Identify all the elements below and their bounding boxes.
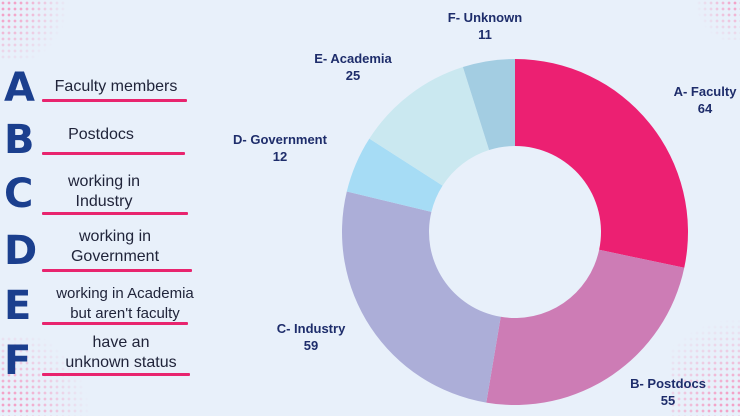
legend-letter: D xyxy=(4,228,38,274)
legend-text: Postdocs xyxy=(68,126,134,143)
slice-label-value: 55 xyxy=(661,393,675,408)
legend-underline xyxy=(42,373,190,376)
legend-letter: B xyxy=(4,117,35,163)
donut-slices xyxy=(341,59,689,405)
slice-c xyxy=(341,191,501,403)
slice-label-name: F- Unknown xyxy=(448,10,522,25)
slice-f xyxy=(462,59,515,150)
slice-label-name: A- Faculty xyxy=(674,84,738,99)
legend-text: working in Academia but aren't faculty xyxy=(56,285,194,322)
legend-letter: C xyxy=(4,171,34,217)
legend-underline xyxy=(42,269,192,272)
legend-text: Faculty members xyxy=(54,78,178,95)
legend-underline xyxy=(42,322,188,325)
slice-labels: A- Faculty 64 B- Postdocs 55 C- Industry 59 D-… xyxy=(233,10,737,408)
slice-label-value: 25 xyxy=(346,68,360,83)
slice-label-value: 12 xyxy=(273,149,287,164)
slice-a xyxy=(515,59,689,268)
slice-label-name: B- Postdocs xyxy=(630,376,706,391)
slice-b xyxy=(486,249,685,405)
legend-letter: E xyxy=(4,283,32,329)
legend-text: working in Industry xyxy=(67,173,141,210)
legend-underline xyxy=(42,99,187,102)
slice-label-name: D- Government xyxy=(233,132,328,147)
slice-label-value: 11 xyxy=(478,27,492,42)
legend-underline xyxy=(42,212,188,215)
slice-d xyxy=(346,138,443,212)
slice-label-value: 59 xyxy=(304,338,318,353)
legend-underline xyxy=(42,152,185,155)
legend-letter: F xyxy=(4,338,32,384)
legend-text: have an unknown status xyxy=(65,334,177,371)
slice-label-value: 64 xyxy=(698,101,713,116)
slice-label-name: E- Academia xyxy=(314,51,392,66)
legend-letter: A xyxy=(4,65,35,111)
slice-label-name: C- Industry xyxy=(277,321,346,336)
slice-e xyxy=(369,67,490,186)
legend-text: working in Government xyxy=(70,228,160,265)
